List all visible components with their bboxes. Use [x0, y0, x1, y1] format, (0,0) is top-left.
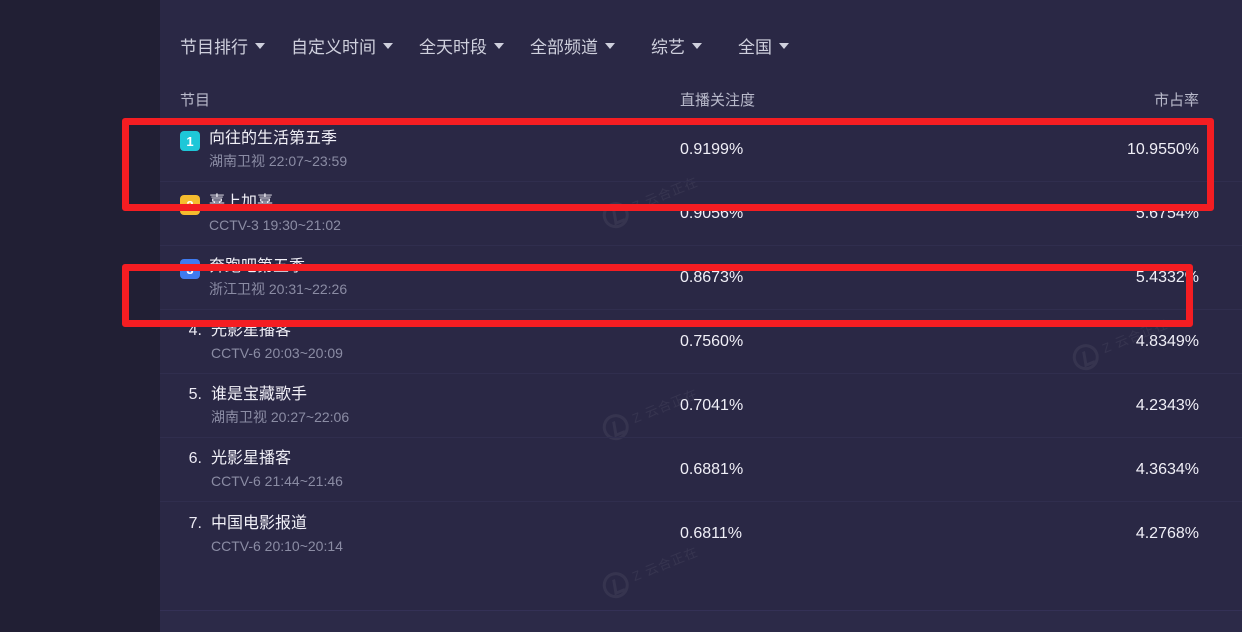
- filter-label: 综艺: [651, 37, 685, 57]
- rank-badge: 2: [180, 195, 200, 215]
- share-value: 5.6754%: [1135, 204, 1199, 222]
- rank-number: 4.: [188, 322, 202, 339]
- program-text: 中国电影报道 CCTV-6 20:10~20:14: [211, 514, 343, 555]
- ranking-table: 节目 直播关注度 市占率 1 向往的生活第五季 湖南卫视 22:07~23:59 0.…: [160, 80, 1242, 566]
- program-cell: 7. 中国电影报道 CCTV-6 20:10~20:14: [180, 514, 660, 555]
- program-cell: 3 奔跑吧第五季浙江卫视 20:31~22:26: [180, 257, 660, 298]
- filter-all-day-period[interactable]: 全天时段: [419, 33, 504, 58]
- program-text: 光影星播客 CCTV-6 21:44~21:46: [211, 449, 343, 490]
- panel-bottom-strip: [160, 610, 1242, 632]
- filter-variety-category[interactable]: 综艺: [651, 33, 702, 58]
- program-title: 喜上加喜: [209, 194, 274, 211]
- table-row[interactable]: 1 向往的生活第五季 湖南卫视 22:07~23:59 0.9199% 10.9550%: [160, 118, 1242, 182]
- chevron-down-icon: [255, 43, 265, 49]
- filter-bar: 节目排行 自定义时间 全天时段 全部频道 综艺 全国: [160, 22, 1242, 68]
- attention-value: 0.9056%: [680, 204, 744, 222]
- program-text: 向往的生活第五季 湖南卫视 22:07~23:59: [209, 129, 347, 170]
- chevron-down-icon: [692, 43, 702, 49]
- program-channel-time: 湖南卫视 22:07~23:59: [209, 153, 348, 169]
- program-title: 光影星播客: [211, 450, 292, 467]
- attention-value: 0.8673%: [680, 268, 744, 286]
- program-channel-time: 浙江卫视 20:31~22:26: [209, 281, 348, 297]
- program-cell: 5. 谁是宝藏歌手湖南卫视 20:27~22:06: [180, 385, 660, 426]
- chevron-down-icon: [383, 43, 393, 49]
- share-value: 4.2343%: [1135, 396, 1199, 414]
- rank-number: 6.: [188, 450, 202, 467]
- table-row[interactable]: 6. 光影星播客 CCTV-6 21:44~21:46 0.6881% 4.3634%: [160, 438, 1242, 502]
- program-cell: 2 喜上加喜 CCTV-3 19:30~21:02: [180, 193, 660, 234]
- filter-nationwide-region[interactable]: 全国: [738, 33, 789, 58]
- filter-label: 全天时段: [419, 37, 487, 57]
- filter-all-channels[interactable]: 全部频道: [530, 33, 615, 58]
- rank-badge: 1: [180, 131, 200, 151]
- chevron-down-icon: [779, 43, 789, 49]
- program-title: 谁是宝藏歌手: [211, 386, 308, 403]
- filter-label: 全国: [738, 37, 772, 57]
- program-title: 光影星播客: [211, 322, 292, 339]
- program-text: 奔跑吧第五季浙江卫视 20:31~22:26: [209, 257, 347, 298]
- share-value: 4.3634%: [1135, 460, 1199, 478]
- share-value: 4.2768%: [1135, 525, 1199, 542]
- table-row[interactable]: 7. 中国电影报道 CCTV-6 20:10~20:14 0.6811% 4.2768%: [160, 502, 1242, 566]
- rank-badge: 3: [180, 259, 200, 279]
- chevron-down-icon: [605, 43, 615, 49]
- rank-number: 5.: [188, 386, 202, 403]
- program-channel-time: 湖南卫视 20:27~22:06: [211, 409, 350, 425]
- column-header-attention: 直播关注度: [680, 91, 756, 109]
- attention-value: 0.6811%: [680, 525, 742, 542]
- program-title: 中国电影报道: [211, 514, 308, 532]
- filter-program-ranking[interactable]: 节目排行: [180, 33, 265, 58]
- program-text: 喜上加喜 CCTV-3 19:30~21:02: [209, 193, 341, 234]
- attention-value: 0.7041%: [680, 396, 744, 414]
- attention-value: 0.7560%: [680, 332, 744, 350]
- content-panel: [160, 0, 1242, 632]
- program-cell: 4. 光影星播客 CCTV-6 20:03~20:09: [180, 321, 660, 362]
- filter-label: 全部频道: [530, 37, 598, 57]
- filter-label: 自定义时间: [291, 37, 376, 57]
- share-value: 5.4332%: [1135, 268, 1199, 286]
- share-value: 4.8349%: [1135, 332, 1199, 350]
- table-row[interactable]: 5. 谁是宝藏歌手湖南卫视 20:27~22:06 0.7041% 4.2343%: [160, 374, 1242, 438]
- filter-custom-time[interactable]: 自定义时间: [291, 33, 393, 58]
- table-row[interactable]: 2 喜上加喜 CCTV-3 19:30~21:02 0.9056% 5.6754%: [160, 182, 1242, 246]
- table-row[interactable]: 3 奔跑吧第五季浙江卫视 20:31~22:26 0.8673% 5.4332%: [160, 246, 1242, 310]
- program-channel-time: CCTV-6 20:03~20:09: [211, 345, 343, 361]
- share-value: 10.9550%: [1126, 140, 1199, 158]
- program-text: 光影星播客 CCTV-6 20:03~20:09: [211, 321, 343, 362]
- table-header-row: 节目 直播关注度 市占率: [160, 80, 1242, 118]
- program-text: 谁是宝藏歌手湖南卫视 20:27~22:06: [211, 385, 349, 426]
- attention-value: 0.6881%: [680, 460, 744, 478]
- program-cell: 1 向往的生活第五季 湖南卫视 22:07~23:59: [180, 129, 660, 170]
- column-header-program: 节目: [180, 91, 211, 109]
- filter-label: 节目排行: [180, 37, 248, 57]
- table-row[interactable]: 4. 光影星播客 CCTV-6 20:03~20:09 0.7560% 4.8349%: [160, 310, 1242, 374]
- table-body: 1 向往的生活第五季 湖南卫视 22:07~23:59 0.9199% 10.9550%…: [160, 118, 1242, 566]
- program-channel-time: CCTV-6 20:10~20:14: [211, 537, 343, 554]
- attention-value: 0.9199%: [680, 140, 744, 158]
- program-title: 奔跑吧第五季: [209, 258, 306, 275]
- program-channel-time: CCTV-3 19:30~21:02: [209, 217, 341, 233]
- rank-number: 7.: [188, 514, 202, 532]
- column-header-share: 市占率: [1153, 91, 1199, 109]
- program-title: 向往的生活第五季: [209, 130, 338, 147]
- chevron-down-icon: [494, 43, 504, 49]
- program-cell: 6. 光影星播客 CCTV-6 21:44~21:46: [180, 449, 660, 490]
- program-channel-time: CCTV-6 21:44~21:46: [211, 473, 343, 489]
